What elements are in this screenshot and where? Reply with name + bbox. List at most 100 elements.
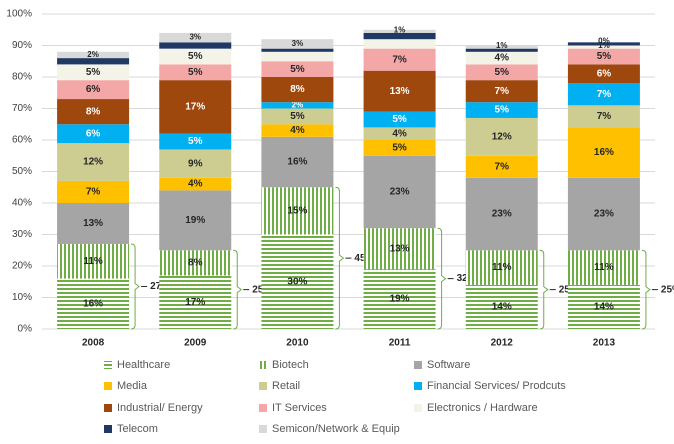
- bar-segment: [159, 42, 232, 49]
- legend-label: Software: [427, 359, 470, 371]
- legend-swatch: [414, 361, 422, 369]
- legend-label: Media: [117, 380, 148, 392]
- segment-label: 0%: [598, 36, 610, 45]
- bar-segment: [363, 269, 436, 329]
- bar-segment: [159, 149, 232, 178]
- segment-label: 6%: [597, 68, 612, 79]
- segment-label: 5%: [597, 51, 612, 62]
- segment-label: 16%: [594, 147, 614, 158]
- segment-label: 23%: [390, 187, 410, 198]
- bar-segment: [567, 250, 640, 285]
- y-tick-label: 100%: [6, 9, 32, 20]
- bracket-label: 25%: [661, 284, 674, 295]
- bar-segment: [363, 127, 436, 140]
- bar-segment: [261, 48, 334, 52]
- legend-label: IT Services: [272, 402, 327, 414]
- legend-swatch: [104, 382, 112, 390]
- y-tick-label: 50%: [12, 166, 32, 177]
- y-tick-label: 90%: [12, 40, 32, 51]
- bar-segment: [159, 250, 232, 276]
- bar-segment: [465, 155, 538, 178]
- segment-label: 2%: [87, 50, 99, 59]
- bar-segment: [465, 117, 538, 156]
- bar-segment: [567, 83, 640, 106]
- bar-segment: [363, 228, 436, 270]
- segment-label: 5%: [392, 143, 407, 154]
- bar-segment: [465, 48, 538, 52]
- bar-segment: [57, 243, 130, 279]
- segment-label: 7%: [597, 89, 612, 100]
- segment-label: 5%: [188, 51, 203, 62]
- segment-label: 16%: [83, 298, 103, 309]
- y-tick-label: 60%: [12, 135, 32, 146]
- legend-label: Semicon/Network & Equip: [272, 423, 400, 435]
- x-tick-label: 2009: [184, 338, 207, 349]
- legend-label: Industrial/ Energy: [117, 402, 203, 414]
- segment-label: 5%: [188, 136, 203, 147]
- bar-segment: [261, 108, 334, 125]
- y-tick-label: 0%: [18, 324, 33, 335]
- segment-label: 7%: [495, 161, 510, 172]
- bar-segment: [465, 45, 538, 49]
- bar-segment: [465, 177, 538, 251]
- legend-label: Biotech: [272, 359, 309, 371]
- segment-label: 15%: [287, 206, 307, 217]
- segment-label: 5%: [86, 67, 101, 78]
- segment-label: 3%: [189, 33, 201, 42]
- segment-label: 17%: [185, 102, 205, 113]
- segment-label: 4%: [188, 179, 203, 190]
- segment-label: 8%: [290, 84, 305, 95]
- x-tick-label: 2008: [82, 338, 105, 349]
- legend-swatch: [104, 404, 112, 412]
- bar-segment: [57, 80, 130, 100]
- segment-label: 13%: [390, 243, 410, 254]
- segment-label: 14%: [594, 302, 614, 313]
- segment-label: 2%: [292, 100, 304, 109]
- bar-segment: [567, 127, 640, 178]
- bar-segment: [567, 177, 640, 251]
- segment-label: 1%: [496, 41, 508, 50]
- segment-label: 5%: [188, 67, 203, 78]
- bar-segment: [363, 29, 436, 33]
- bar-segment: [567, 48, 640, 65]
- segment-label: 5%: [290, 111, 305, 122]
- segment-label: 12%: [83, 157, 103, 168]
- legend-swatch: [104, 425, 112, 433]
- bar-segment: [159, 80, 232, 134]
- bar-segment: [363, 140, 436, 156]
- bar-segment: [363, 70, 436, 112]
- bar-segment: [465, 102, 538, 118]
- bracket: [233, 249, 243, 330]
- segment-label: 11%: [83, 256, 103, 267]
- segment-label: 13%: [390, 86, 410, 97]
- x-tick-label: 2010: [286, 338, 309, 349]
- segment-label: 7%: [86, 187, 101, 198]
- bracket: [641, 249, 651, 330]
- bar-segment: [465, 64, 538, 81]
- y-tick-label: 80%: [12, 72, 32, 83]
- segment-label: 17%: [185, 297, 205, 308]
- segment-label: 1%: [394, 25, 406, 34]
- bar-segment: [567, 45, 640, 49]
- segment-label: 23%: [594, 209, 614, 220]
- bar-segment: [57, 143, 130, 181]
- bar-segment: [159, 275, 232, 329]
- bar-segment: [363, 155, 436, 229]
- bar-segment: [57, 58, 130, 65]
- segment-label: 4%: [495, 53, 510, 64]
- bar-segment: [261, 124, 334, 137]
- segment-label: 4%: [290, 125, 305, 136]
- bar-segment: [57, 51, 130, 59]
- segment-label: 30%: [287, 276, 307, 287]
- bar-segment: [465, 51, 538, 65]
- x-tick-label: 2012: [491, 338, 514, 349]
- bar-segment: [261, 51, 334, 62]
- segment-label: 1%: [598, 41, 610, 50]
- bar-segment: [567, 105, 640, 128]
- segment-label: 16%: [287, 157, 307, 168]
- bar-segment: [465, 250, 538, 285]
- segment-label: 4%: [392, 128, 407, 139]
- legend-swatch: [259, 404, 267, 412]
- legend-swatch: [104, 361, 112, 369]
- bar-segment: [261, 136, 334, 188]
